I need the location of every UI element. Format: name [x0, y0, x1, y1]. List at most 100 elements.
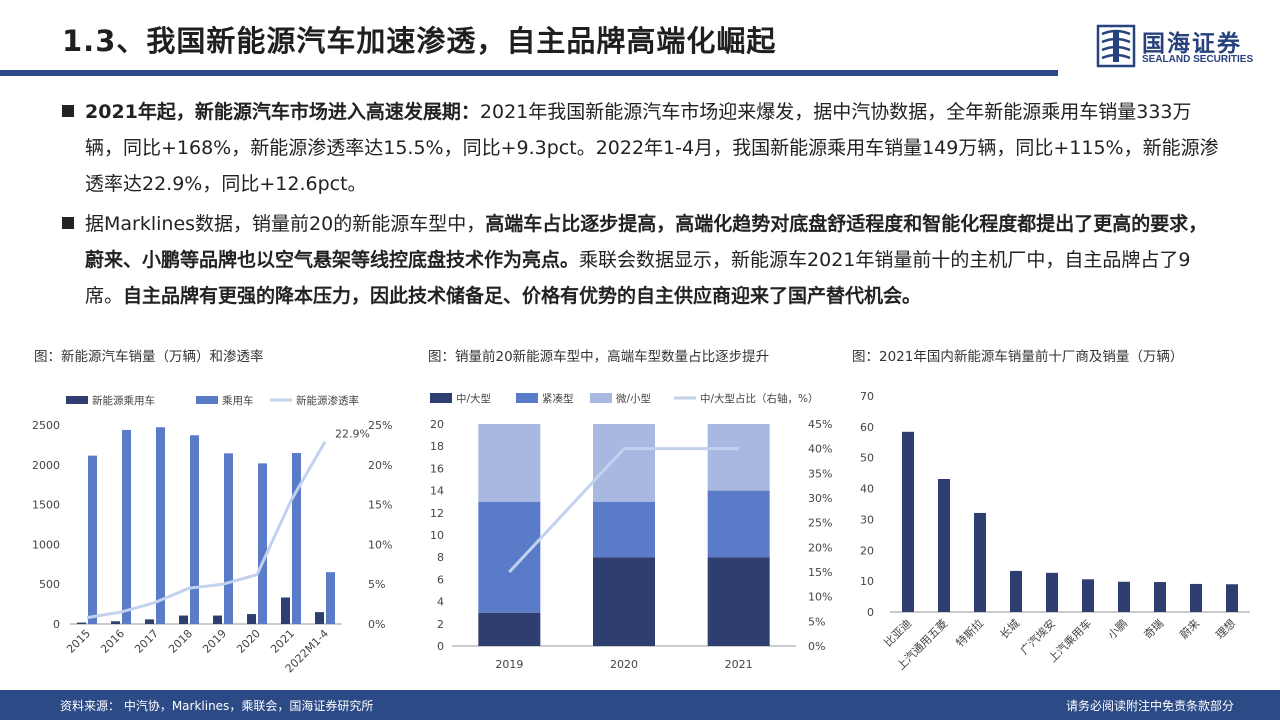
y-tick-label: 2500 [32, 419, 60, 432]
footer-source: 资料来源： 中汽协，Marklines，乘联会，国海证券研究所 [60, 699, 374, 713]
bullet-1-lead: 2021年起，新能源汽车市场进入高速发展期： [85, 101, 480, 123]
sealand-logo-icon [1096, 24, 1136, 68]
x-tick-label: 2016 [98, 627, 127, 656]
x-tick-label: 奇瑞 [1141, 616, 1166, 641]
y2-tick-label: 5% [368, 578, 385, 591]
x-tick-label: 2015 [64, 627, 93, 656]
bar-passenger [326, 572, 335, 624]
bar-nev-passenger [281, 597, 290, 624]
bar-segment-large [593, 557, 655, 646]
x-tick-label: 2018 [166, 627, 195, 656]
y-tick-label: 500 [39, 578, 60, 591]
bar-oem-sales [1082, 579, 1094, 612]
bar-nev-passenger [77, 622, 86, 624]
y2-tick-label: 20% [368, 459, 392, 472]
y2-tick-label: 45% [808, 418, 832, 431]
chart3-caption: 图：2021年国内新能源车销量前十厂商及销量（万辆） [852, 349, 1184, 365]
y-tick-label: 18 [430, 440, 444, 453]
y-tick-label: 70 [860, 390, 874, 403]
y2-tick-label: 5% [808, 615, 825, 628]
y2-tick-label: 0% [368, 618, 385, 631]
bar-oem-sales [974, 512, 986, 612]
chart-premium-share: 中/大型 紧凑型 微/小型 中/大型占比（右轴，%） 0 2 4 6 8 10 12 14 16 18 20… [430, 392, 832, 671]
bar-segment-small [478, 424, 541, 502]
bar-oem-sales [938, 479, 950, 612]
y2-tick-label: 30% [808, 492, 832, 505]
legend-marker [590, 393, 612, 403]
footer-bar: 资料来源： 中汽协，Marklines，乘联会，国海证券研究所 请务必阅读附注中… [0, 690, 1280, 720]
x-tick-label: 理想 [1213, 616, 1238, 641]
bar-nev-passenger [179, 615, 188, 624]
x-tick-label: 2020 [234, 627, 263, 656]
x-tick-label: 2019 [495, 658, 523, 671]
x-tick-label: 2017 [132, 627, 161, 656]
bar-passenger [122, 429, 131, 624]
y-tick-label: 4 [437, 596, 444, 609]
bar-segment-large [707, 557, 770, 646]
y2-tick-label: 40% [808, 443, 832, 456]
x-tick-label: 2019 [200, 627, 229, 656]
y2-tick-label: 0% [808, 640, 825, 653]
x-tick-label: 2021 [725, 658, 753, 671]
y-tick-label: 20 [860, 544, 874, 557]
bar-oem-sales [1046, 572, 1058, 612]
bullet-2-text: 据Marklines数据，销量前20的新能源车型中，高端车占比逐步提高，高端化趋… [85, 206, 1222, 314]
legend-label: 中/大型占比（右轴，%） [700, 392, 819, 405]
y2-tick-label: 25% [808, 517, 832, 530]
bar-segment-compact [593, 501, 655, 558]
logo-en-text: SEALAND SECURITIES [1142, 54, 1254, 65]
bar-oem-sales [902, 431, 914, 612]
y-tick-label: 0 [437, 640, 444, 653]
y2-tick-label: 25% [368, 419, 392, 432]
y-tick-label: 10 [430, 529, 444, 542]
legend-marker [196, 396, 218, 404]
legend-label: 乘用车 [222, 394, 254, 407]
bar-passenger [156, 427, 165, 624]
page-title: 1.3、我国新能源汽车加速渗透，自主品牌高端化崛起 [62, 24, 777, 58]
bullet-square-icon [62, 105, 74, 117]
logo-cn-text: 国海证券 [1142, 31, 1242, 57]
line-penetration [86, 440, 327, 620]
bullet-1-text: 2021年起，新能源汽车市场进入高速发展期：2021年我国新能源汽车市场迎来爆发… [85, 94, 1222, 202]
bullet-square-icon [62, 217, 74, 229]
y-tick-label: 8 [437, 551, 444, 564]
y2-tick-label: 15% [808, 566, 832, 579]
y-tick-label: 20 [430, 418, 444, 431]
y-tick-label: 2000 [32, 459, 60, 472]
brand-logo: 国海证券 SEALAND SECURITIES [1096, 24, 1272, 72]
bar-segment-large [478, 612, 541, 646]
bar-passenger [258, 463, 267, 624]
bar-oem-sales [1118, 581, 1130, 612]
chart2-caption: 图：销量前20新能源车型中，高端车型数量占比逐步提升 [428, 349, 770, 365]
y-tick-label: 1500 [32, 499, 60, 512]
header-rule [0, 70, 1058, 76]
bullet-2-bold2: 自主品牌有更强的降本压力，因此技术储备足、价格有优势的自主供应商迎来了国产替代机… [123, 285, 922, 307]
bar-segment-small [593, 424, 655, 502]
y-tick-label: 40 [860, 483, 874, 496]
bar-segment-small [707, 424, 770, 491]
x-tick-label: 特斯拉 [953, 616, 986, 649]
y-tick-label: 0 [53, 618, 60, 631]
bar-oem-sales [1190, 583, 1202, 612]
bar-passenger [190, 435, 199, 624]
y-tick-label: 16 [430, 462, 444, 475]
bar-oem-sales [1226, 584, 1238, 612]
bar-nev-passenger [213, 615, 222, 624]
legend-label: 紧凑型 [542, 392, 574, 405]
chart1-caption: 图：新能源汽车销量（万辆）和渗透率 [34, 349, 264, 365]
y-tick-label: 2 [437, 618, 444, 631]
y2-tick-label: 10% [808, 591, 832, 604]
legend-label: 新能源乘用车 [92, 394, 155, 407]
bar-passenger [224, 453, 233, 624]
bar-oem-sales [1154, 582, 1166, 612]
x-tick-label: 2021 [268, 627, 297, 656]
bullet-1-body: 2021年我国新能源汽车市场迎来爆发，据中汽协数据，全年新能源乘用车销量333万… [85, 101, 1219, 195]
data-label-penetration: 22.9% [335, 428, 370, 441]
bar-nev-passenger [247, 614, 256, 624]
x-tick-label: 长城 [997, 617, 1022, 642]
y-tick-label: 12 [430, 507, 444, 520]
y2-tick-label: 10% [368, 538, 392, 551]
y2-tick-label: 20% [808, 541, 832, 554]
legend-label: 中/大型 [456, 392, 491, 405]
